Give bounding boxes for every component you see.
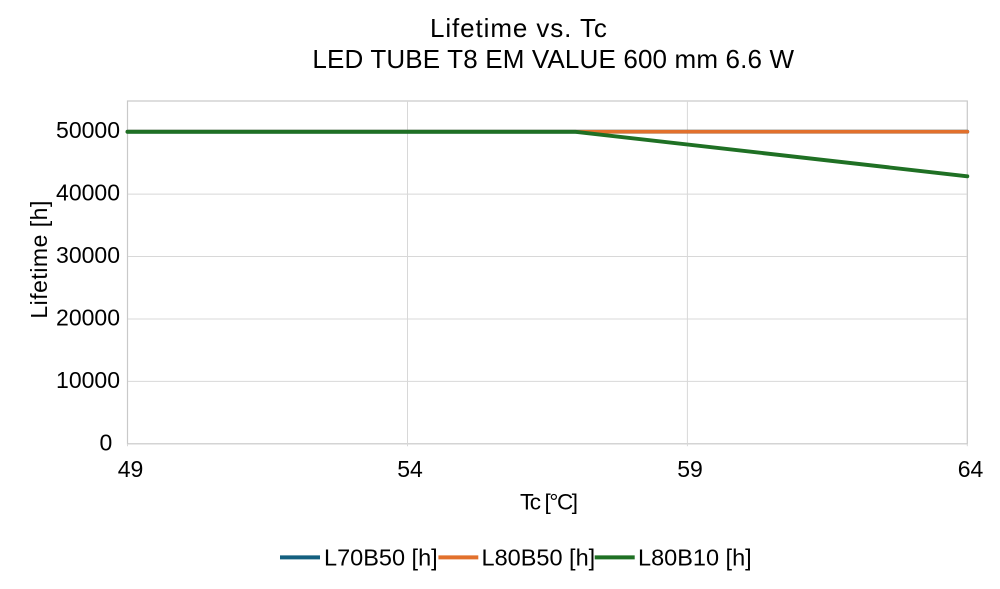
svg-text:20000: 20000: [56, 305, 120, 331]
svg-text:0: 0: [100, 429, 113, 455]
svg-text:Tc [°C]: Tc [°C]: [520, 490, 577, 515]
svg-text:50000: 50000: [56, 117, 120, 143]
svg-text:59: 59: [677, 456, 703, 482]
svg-text:L70B50 [h]: L70B50 [h]: [324, 545, 438, 571]
svg-text:30000: 30000: [56, 242, 120, 268]
svg-text:Lifetime vs. Tc: Lifetime vs. Tc: [430, 13, 608, 43]
svg-text:Lifetime [h]: Lifetime [h]: [26, 200, 52, 319]
svg-text:64: 64: [958, 456, 984, 482]
svg-text:LED TUBE T8 EM VALUE 600 mm 6.: LED TUBE T8 EM VALUE 600 mm 6.6 W: [312, 44, 794, 74]
svg-text:54: 54: [397, 456, 423, 482]
svg-text:L80B10 [h]: L80B10 [h]: [638, 545, 752, 571]
svg-text:10000: 10000: [56, 367, 120, 393]
svg-text:49: 49: [118, 456, 144, 482]
svg-text:40000: 40000: [56, 180, 120, 206]
svg-text:L80B50 [h]: L80B50 [h]: [482, 545, 596, 571]
